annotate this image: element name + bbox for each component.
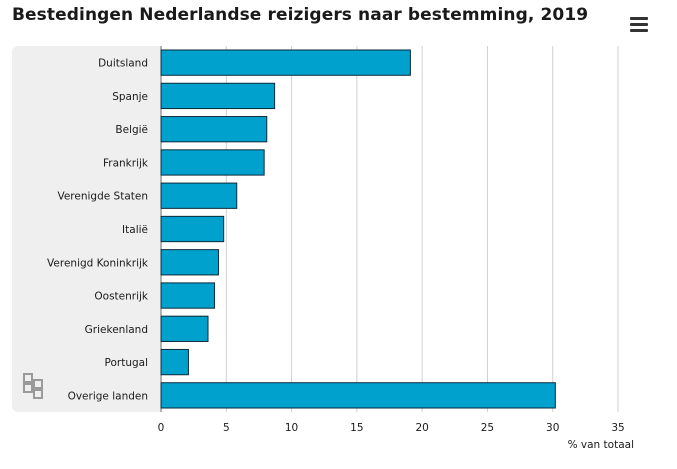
bar[interactable]: [160, 182, 238, 209]
x-tick-label: 15: [350, 422, 363, 434]
category-labels: Duitsland Spanje België Frankrijk Verenigde …: [47, 58, 149, 403]
category-label: Verenigd Koninkrijk: [47, 257, 149, 269]
category-label: Verenigde Staten: [57, 191, 148, 203]
x-tick-label: 25: [481, 422, 494, 434]
category-label: Duitsland: [98, 58, 148, 70]
category-label-panel: [12, 46, 160, 412]
category-label: Overige landen: [68, 390, 148, 402]
category-label: Frankrijk: [103, 157, 149, 169]
x-axis-ticks: 0 5 10 15 20 25 30 35: [158, 422, 625, 434]
x-tick-label: 30: [546, 422, 559, 434]
x-tick-label: 0: [158, 422, 165, 434]
hamburger-menu-icon[interactable]: [628, 14, 650, 34]
bar[interactable]: [160, 382, 556, 409]
x-tick-label: 10: [285, 422, 298, 434]
bar[interactable]: [160, 348, 189, 376]
bar[interactable]: [160, 116, 268, 143]
chart-title: Bestedingen Nederlandse reizigers naar b…: [12, 5, 589, 25]
bar[interactable]: [160, 149, 265, 176]
category-label: België: [115, 124, 148, 136]
category-label: Italië: [122, 224, 148, 236]
x-tick-label: 5: [223, 422, 230, 434]
category-label: Oostenrijk: [94, 291, 149, 303]
x-axis-title: % van totaal: [568, 439, 634, 451]
bar[interactable]: [160, 215, 225, 243]
x-tick-label: 35: [611, 422, 624, 434]
bar[interactable]: [160, 315, 209, 342]
bar[interactable]: [160, 82, 276, 110]
bar[interactable]: [160, 282, 216, 309]
x-tick-label: 20: [415, 422, 428, 434]
category-label: Spanje: [112, 91, 148, 103]
category-label: Portugal: [105, 357, 149, 369]
category-label: Griekenland: [85, 324, 148, 336]
bar[interactable]: [160, 249, 219, 276]
cbs-logo-icon: [23, 373, 43, 399]
bar[interactable]: [160, 49, 411, 76]
bars: [160, 49, 556, 409]
